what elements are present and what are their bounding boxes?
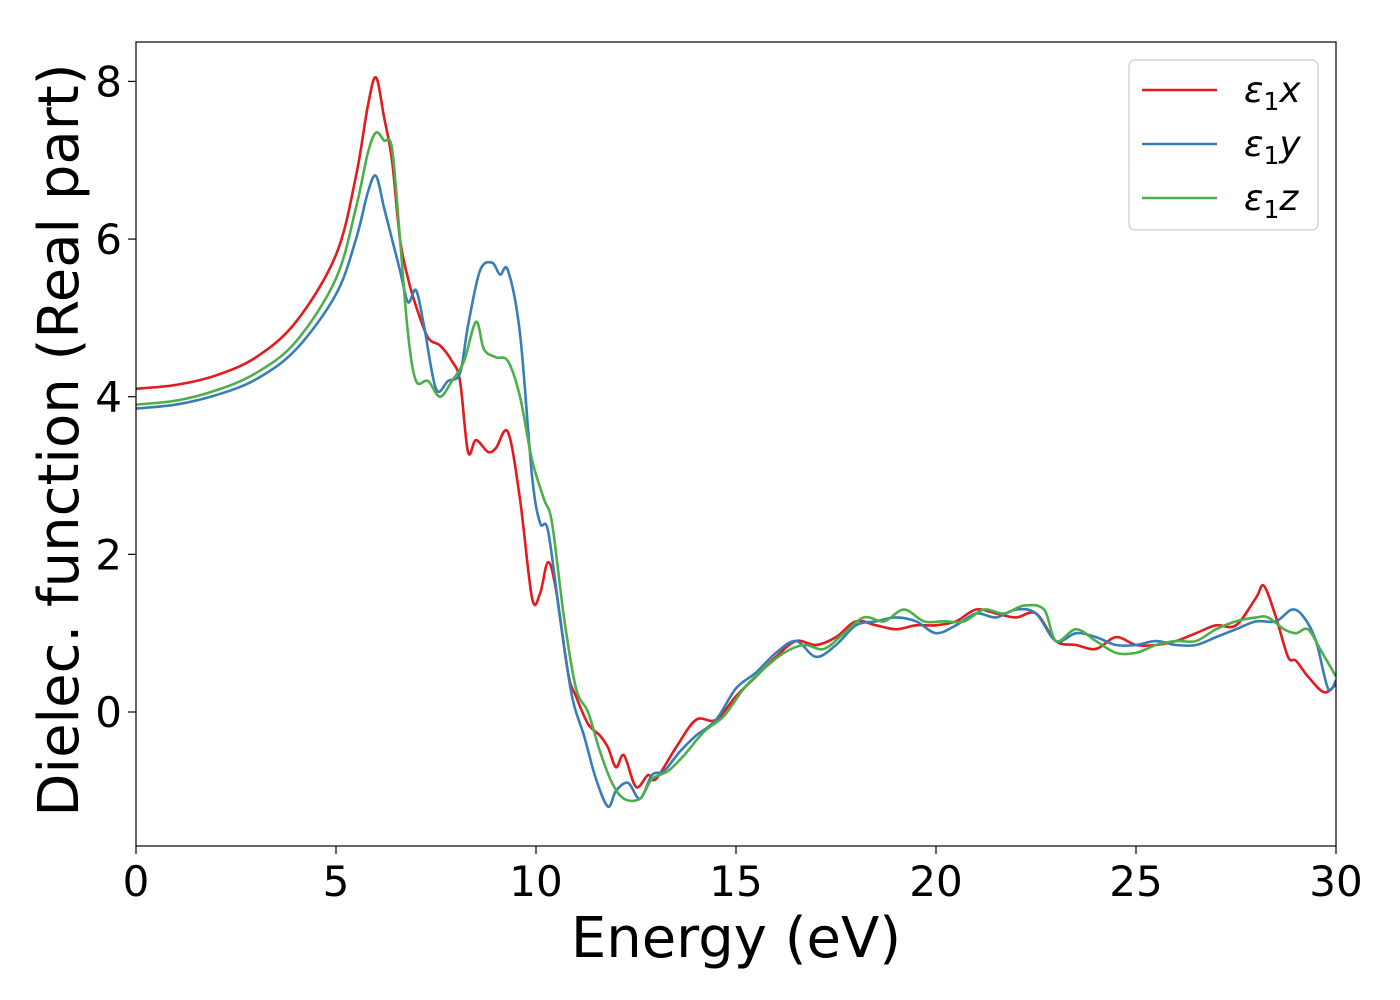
plot-lines: [136, 76, 1336, 808]
legend-label-x: ε1x: [1244, 70, 1301, 116]
y-axis-label: Dielec. function (Real part): [27, 63, 92, 816]
x-tick-label: 25: [1109, 857, 1162, 906]
y-tick-label: 8: [95, 57, 122, 106]
x-tick-label: 0: [123, 857, 150, 906]
y-tick-label: 4: [95, 373, 122, 422]
legend: ε1x ε1y ε1z: [1128, 59, 1319, 231]
x-axis: 0 5 10 15 20 25 30: [123, 846, 1363, 906]
legend-label-y: ε1y: [1244, 124, 1301, 170]
y-axis: 0 2 4 6 8: [95, 57, 136, 737]
x-tick-label: 15: [709, 857, 762, 906]
x-tick-label: 20: [909, 857, 962, 906]
series-line-z: [136, 131, 1336, 803]
x-tick-label: 5: [323, 857, 350, 906]
x-tick-label: 30: [1309, 857, 1362, 906]
x-tick-label: 10: [509, 857, 562, 906]
series-line-y: [136, 174, 1336, 808]
y-tick-label: 0: [95, 688, 122, 737]
x-axis-label: Energy (eV): [571, 906, 901, 971]
legend-label-z: ε1z: [1244, 178, 1299, 224]
y-tick-label: 6: [95, 215, 122, 264]
legend-box: [1128, 59, 1319, 231]
y-tick-label: 2: [95, 530, 122, 579]
